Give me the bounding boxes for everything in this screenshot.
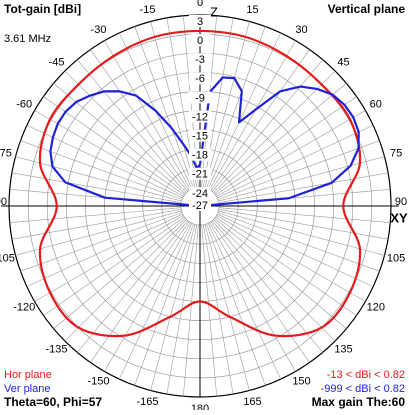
grid-spoke	[214, 220, 336, 342]
grid-spoke	[65, 220, 187, 342]
angle-tick-label: 150	[292, 376, 310, 388]
grid-spoke	[219, 209, 388, 239]
db-tick-label: -3	[195, 54, 205, 66]
grid-spoke	[215, 83, 347, 193]
grid-spoke	[219, 208, 390, 223]
grid-spoke	[105, 223, 191, 372]
grid-spoke	[21, 141, 183, 200]
angles-label: Theta=60, Phi=57	[4, 396, 102, 409]
grid-spoke	[119, 223, 192, 379]
db-tick-label: -15	[192, 131, 208, 143]
grid-spoke	[210, 41, 296, 190]
angle-tick-label: -135	[45, 343, 67, 355]
grid-spoke	[208, 33, 281, 189]
grid-spoke	[205, 22, 249, 188]
db-tick-label: -18	[192, 150, 208, 162]
frequency-label: 3.61 MHz	[4, 33, 51, 46]
db-tick-label: -9	[195, 92, 205, 104]
db-tick-label: 3	[197, 16, 203, 28]
grid-spoke	[151, 22, 195, 188]
angle-tick-label: -165	[136, 396, 158, 408]
angle-tick-label: 120	[367, 301, 385, 313]
angle-tick-label: 60	[370, 98, 382, 110]
grid-spoke	[54, 83, 186, 193]
grid-spoke	[212, 60, 322, 192]
angle-tick-label: 105	[387, 252, 405, 264]
grid-spoke	[205, 224, 249, 390]
angle-tick-label: 0	[197, 0, 203, 9]
grid-spoke	[218, 141, 380, 200]
angle-tick-label: -75	[0, 147, 12, 159]
angle-tick-label: -120	[13, 301, 35, 313]
grid-spoke	[207, 224, 266, 386]
grid-spoke	[44, 217, 185, 316]
angle-tick-label: 180	[191, 403, 209, 410]
angle-tick-label: 75	[390, 147, 402, 159]
grid-spoke	[135, 27, 194, 189]
db-tick-label: -27	[192, 200, 208, 212]
grid-spoke	[151, 224, 195, 390]
grid-spoke	[217, 216, 366, 302]
hor-range-label: -13 < dBi < 0.82	[327, 369, 405, 382]
grid-spoke	[12, 173, 181, 203]
grid-spoke	[54, 218, 186, 328]
grid-spoke	[216, 217, 357, 316]
grid-spoke	[65, 71, 187, 193]
angle-tick-label: -15	[140, 4, 156, 16]
max-gain-label: Max gain The:60	[312, 396, 405, 409]
grid-spoke	[215, 218, 347, 328]
grid-spoke	[35, 216, 184, 302]
grid-spoke	[183, 225, 198, 396]
grid-spoke	[202, 225, 217, 396]
db-tick-label: -6	[195, 73, 205, 85]
grid-spoke	[77, 60, 187, 192]
grid-spoke	[211, 222, 310, 363]
angle-tick-label: -45	[49, 56, 65, 68]
angle-tick-label: 90	[395, 196, 407, 208]
db-tick-label: -12	[192, 111, 208, 123]
grid-spoke	[210, 223, 296, 372]
grid-spoke	[208, 223, 281, 379]
legend-hor-plane: Hor plane	[4, 369, 52, 382]
db-tick-label: 0	[197, 35, 203, 47]
grid-spoke	[90, 222, 189, 363]
db-tick-label: -21	[192, 169, 208, 181]
db-tick-label: -24	[192, 188, 208, 200]
axis-xy-label: XY	[390, 210, 408, 225]
grid-spoke	[219, 173, 388, 203]
angle-tick-label: -150	[87, 376, 109, 388]
angle-tick-label: -30	[91, 24, 107, 36]
grid-spoke	[21, 213, 183, 272]
grid-spoke	[218, 213, 380, 272]
grid-spoke	[10, 208, 181, 223]
grid-spoke	[207, 27, 266, 189]
angle-tick-label: 30	[295, 24, 307, 36]
angle-tick-label: -90	[0, 196, 7, 208]
angle-tick-label: -105	[0, 252, 15, 264]
chart-title: Tot-gain [dBi]	[4, 3, 81, 16]
grid-spoke	[105, 41, 191, 190]
angle-tick-label: 15	[246, 4, 258, 16]
grid-spoke	[135, 224, 194, 386]
angle-tick-label: 135	[334, 343, 352, 355]
angle-tick-label: 165	[243, 396, 261, 408]
angle-tick-label: 45	[337, 56, 349, 68]
grid-spoke	[12, 209, 181, 239]
plane-title: Vertical plane	[328, 3, 405, 16]
grid-spoke	[211, 50, 310, 191]
angle-tick-label: -60	[16, 98, 32, 110]
axis-z-label: Z	[210, 4, 218, 19]
grid-spoke	[90, 50, 189, 191]
